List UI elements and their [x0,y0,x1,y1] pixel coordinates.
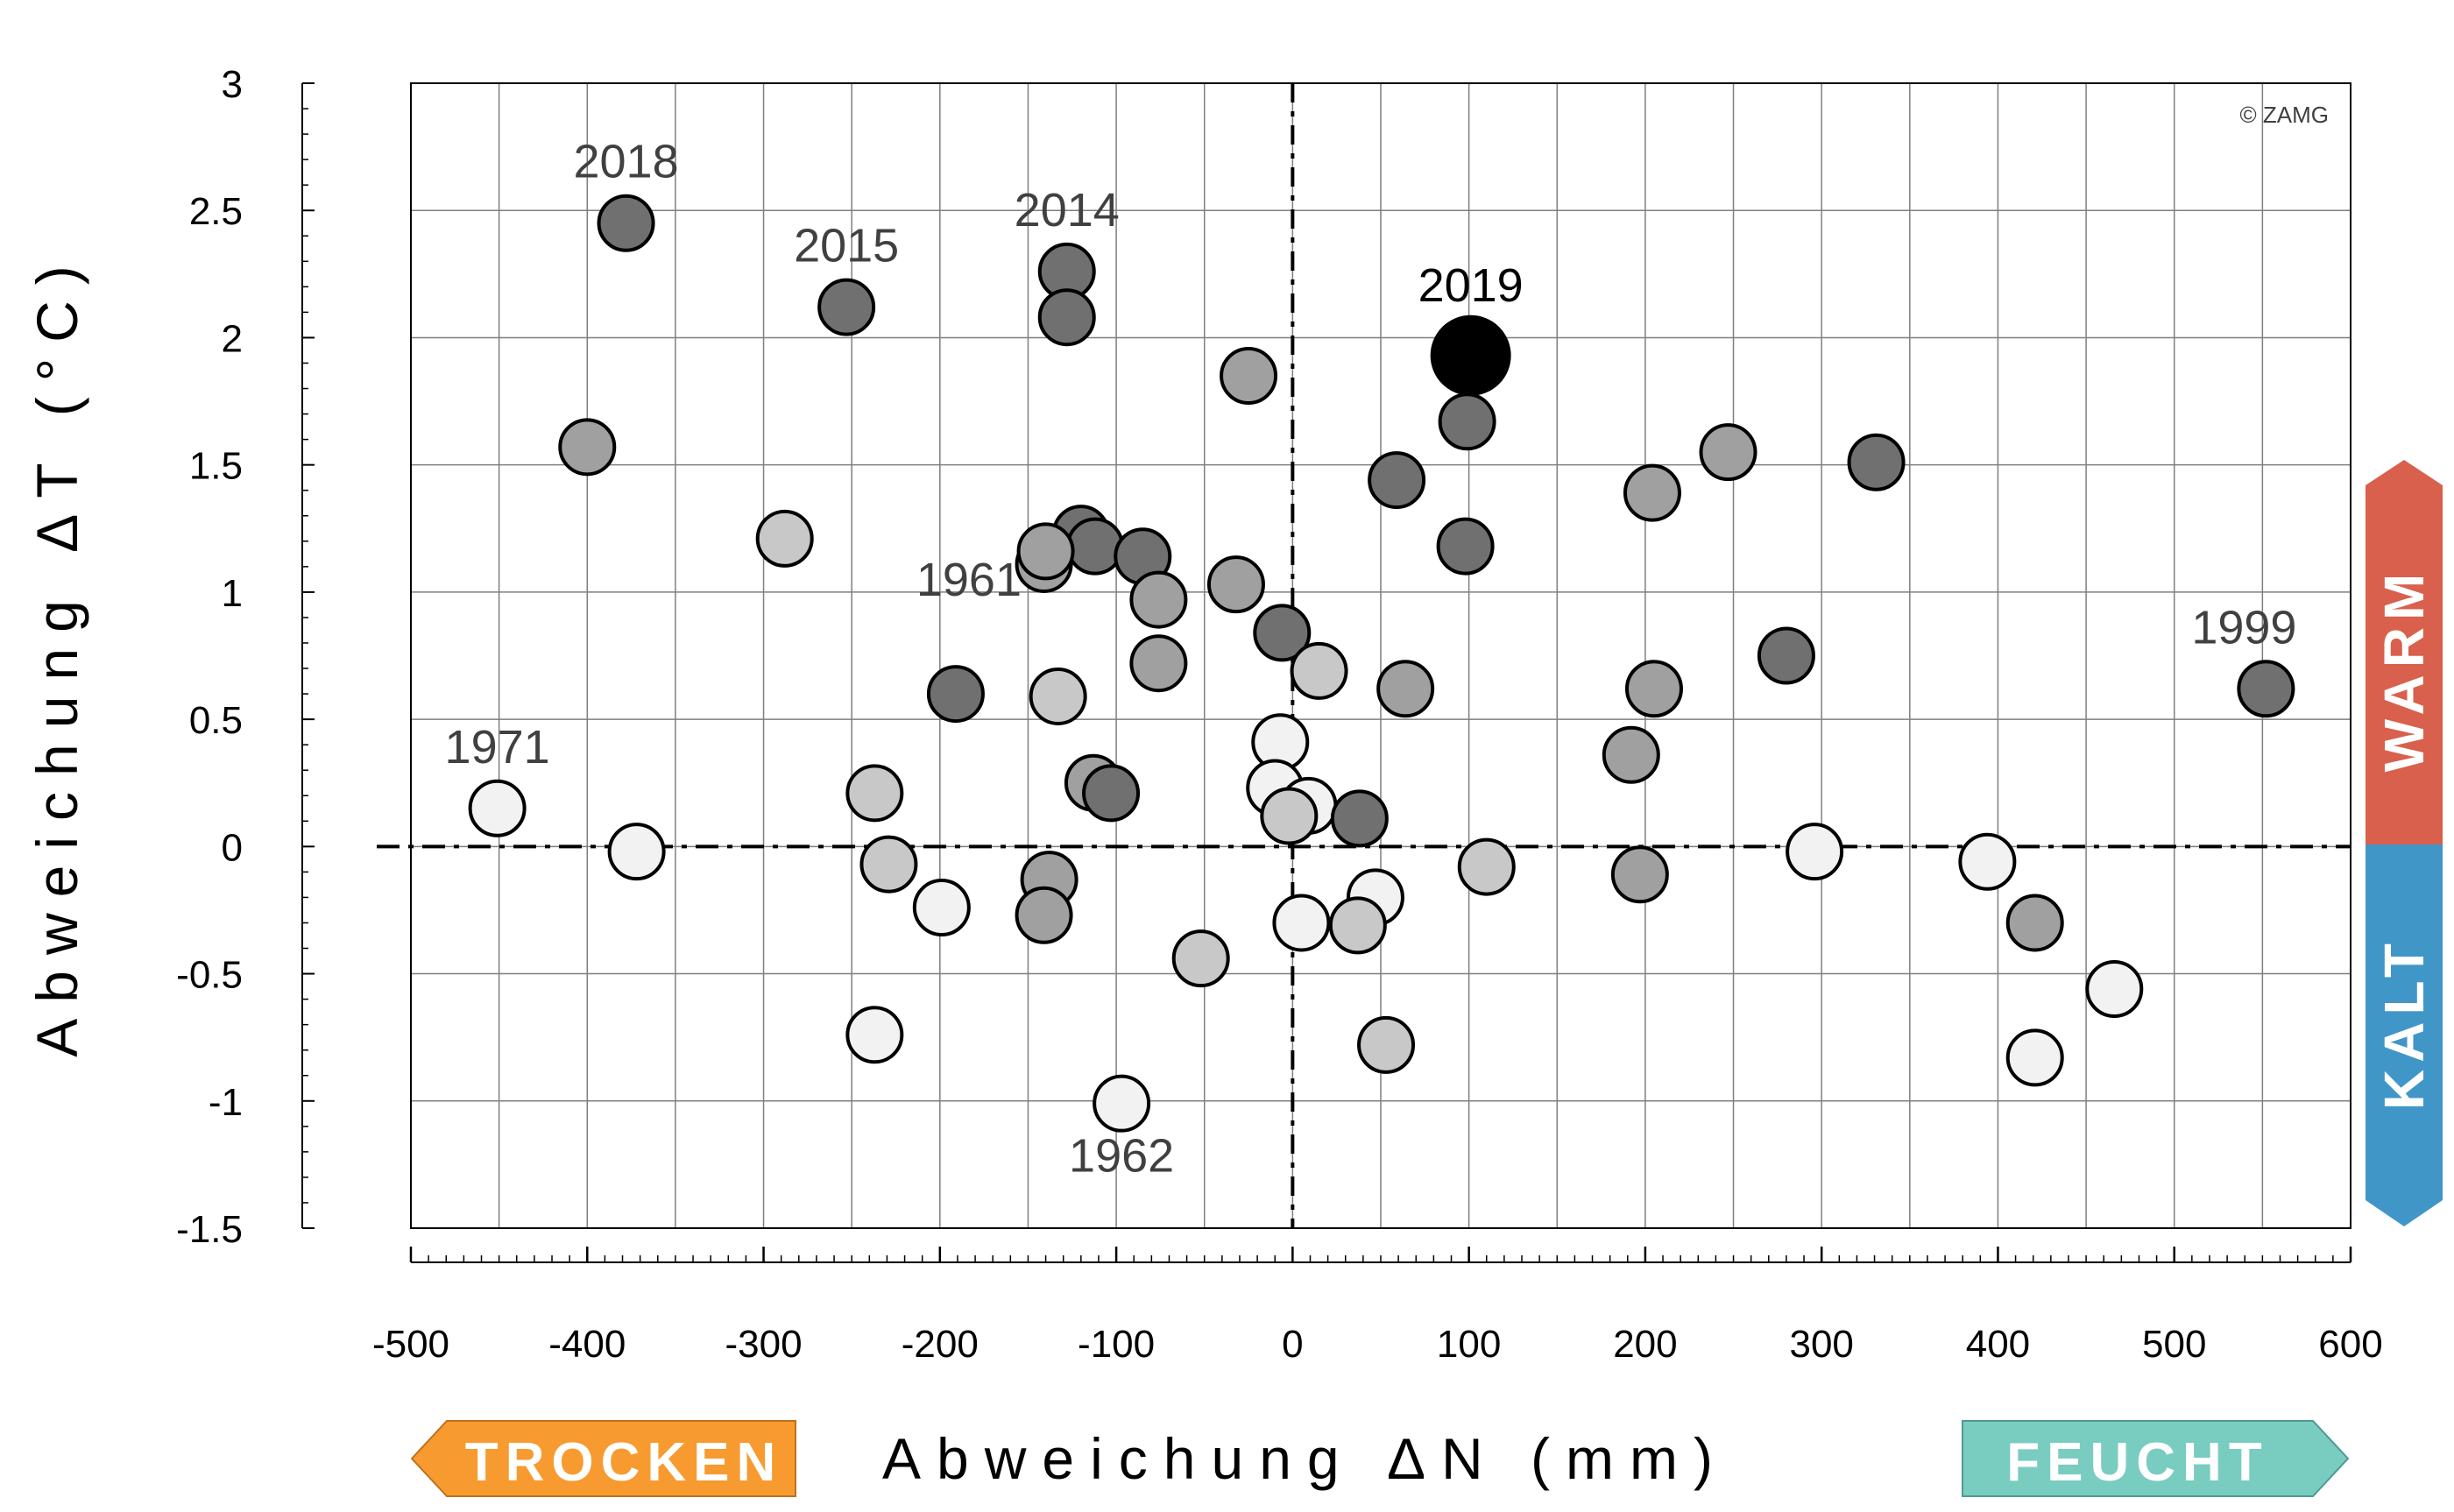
kalt-indicator: KALT [2366,844,2443,1226]
zero-reference-lines [377,83,2351,1228]
year-label: 1999 [2191,601,2296,654]
year-label: 2014 [1015,184,1120,237]
x-axis-title: Abweichung ΔN (mm) [882,1426,1729,1491]
x-tick-label: 100 [1437,1323,1501,1366]
y-tick-label: -1 [209,1081,243,1124]
data-point [607,823,666,881]
data-point [1129,570,1188,629]
data-point [1093,1074,1151,1133]
data-point [845,1006,904,1064]
data-point [1958,832,2017,891]
data-point [845,764,904,823]
data-point [1015,886,1073,944]
warm-indicator: WARM [2366,460,2443,844]
y-tick-label: 1 [222,572,243,615]
data-point [1253,604,1312,662]
y-tick-label: -1.5 [176,1208,243,1251]
trocken-label: TROCKEN [465,1432,783,1493]
data-point [1220,347,1278,406]
trocken-indicator: TROCKEN [410,1420,796,1497]
data-point [2005,1028,2064,1087]
y-tick-label: 2 [222,317,243,360]
data-point [1438,392,1496,451]
kalt-label: KALT [2373,936,2436,1110]
data-point [1328,896,1387,955]
data-point [817,278,876,336]
x-tick-label: -300 [725,1323,803,1366]
data-points [468,194,2295,1133]
y-axis: 3 2.5 2 1.5 1 0.5 0 -0.5 -1 -1.5 [176,63,315,1251]
data-point [1037,288,1096,347]
copyright-note: © ZAMG [2240,102,2330,128]
data-point [1016,522,1075,581]
y-tick-label: 0.5 [189,699,243,742]
x-tick-label: 300 [1789,1323,1853,1366]
data-point [1699,423,1757,482]
x-tick-label: 600 [2318,1323,2382,1366]
warm-label: WARM [2373,567,2436,773]
data-point [1029,667,1087,725]
x-axis: -500 -400 -300 -200 -100 0 100 200 300 400 500 600 [372,1247,2383,1366]
feucht-indicator: FEUCHT [1962,1420,2350,1497]
data-point [1171,929,1230,988]
data-point [1290,641,1348,700]
year-label: 2019 [1418,259,1524,312]
data-point [597,194,655,252]
data-point [1129,634,1188,693]
data-point [1602,725,1660,784]
feucht-label: FEUCHT [2006,1432,2268,1493]
data-point [1260,787,1319,845]
x-tick-label: -100 [1078,1323,1155,1366]
year-label: 2015 [794,220,899,272]
grid-lines [411,83,2351,1228]
x-tick-label: 400 [1966,1323,2030,1366]
data-point [1065,517,1124,576]
data-point [1368,451,1426,510]
x-tick-label: 0 [1282,1323,1303,1366]
y-tick-label: -0.5 [176,954,243,997]
y-tick-label: 1.5 [189,445,243,488]
data-point [1624,660,1683,718]
data-point [859,835,918,894]
data-point [1376,660,1435,718]
data-point [1436,517,1495,576]
y-tick-label: 2.5 [189,190,243,233]
data-point [1786,823,1844,881]
data-point [558,418,617,477]
year-label: 1971 [445,721,550,774]
x-tick-label: -500 [372,1323,449,1366]
data-point [2237,660,2295,718]
y-tick-label: 0 [222,826,243,869]
data-point [912,879,971,937]
year-label: 1961 [916,554,1022,606]
year-labels: 2018 2015 2014 2019 1999 1961 1971 1962 [445,136,2297,1183]
x-tick-label: -200 [902,1323,979,1366]
data-point [1206,555,1265,614]
data-point [1757,626,1815,685]
data-point [468,779,527,837]
data-point [1610,845,1669,904]
x-tick-label: 500 [2142,1323,2206,1366]
x-tick-label: -400 [548,1323,626,1366]
data-point [1357,1015,1416,1074]
plot-frame [410,82,2351,1229]
x-tick-label: 200 [1613,1323,1677,1366]
data-point [926,665,985,724]
data-point [2085,959,2144,1018]
year-label: 2018 [573,136,678,188]
data-point [2005,894,2064,952]
data-point [1623,463,1681,522]
data-point [1272,894,1331,952]
y-tick-label: 3 [222,63,243,106]
year-label: 1962 [1069,1130,1174,1183]
data-point [1082,764,1141,823]
highlight-point [1430,314,1511,396]
data-point [1847,433,1906,491]
data-point [1330,789,1389,848]
data-point [1457,837,1516,896]
y-axis-title: Abweichung ΔT (°C) [25,250,89,1056]
data-point [755,509,814,568]
